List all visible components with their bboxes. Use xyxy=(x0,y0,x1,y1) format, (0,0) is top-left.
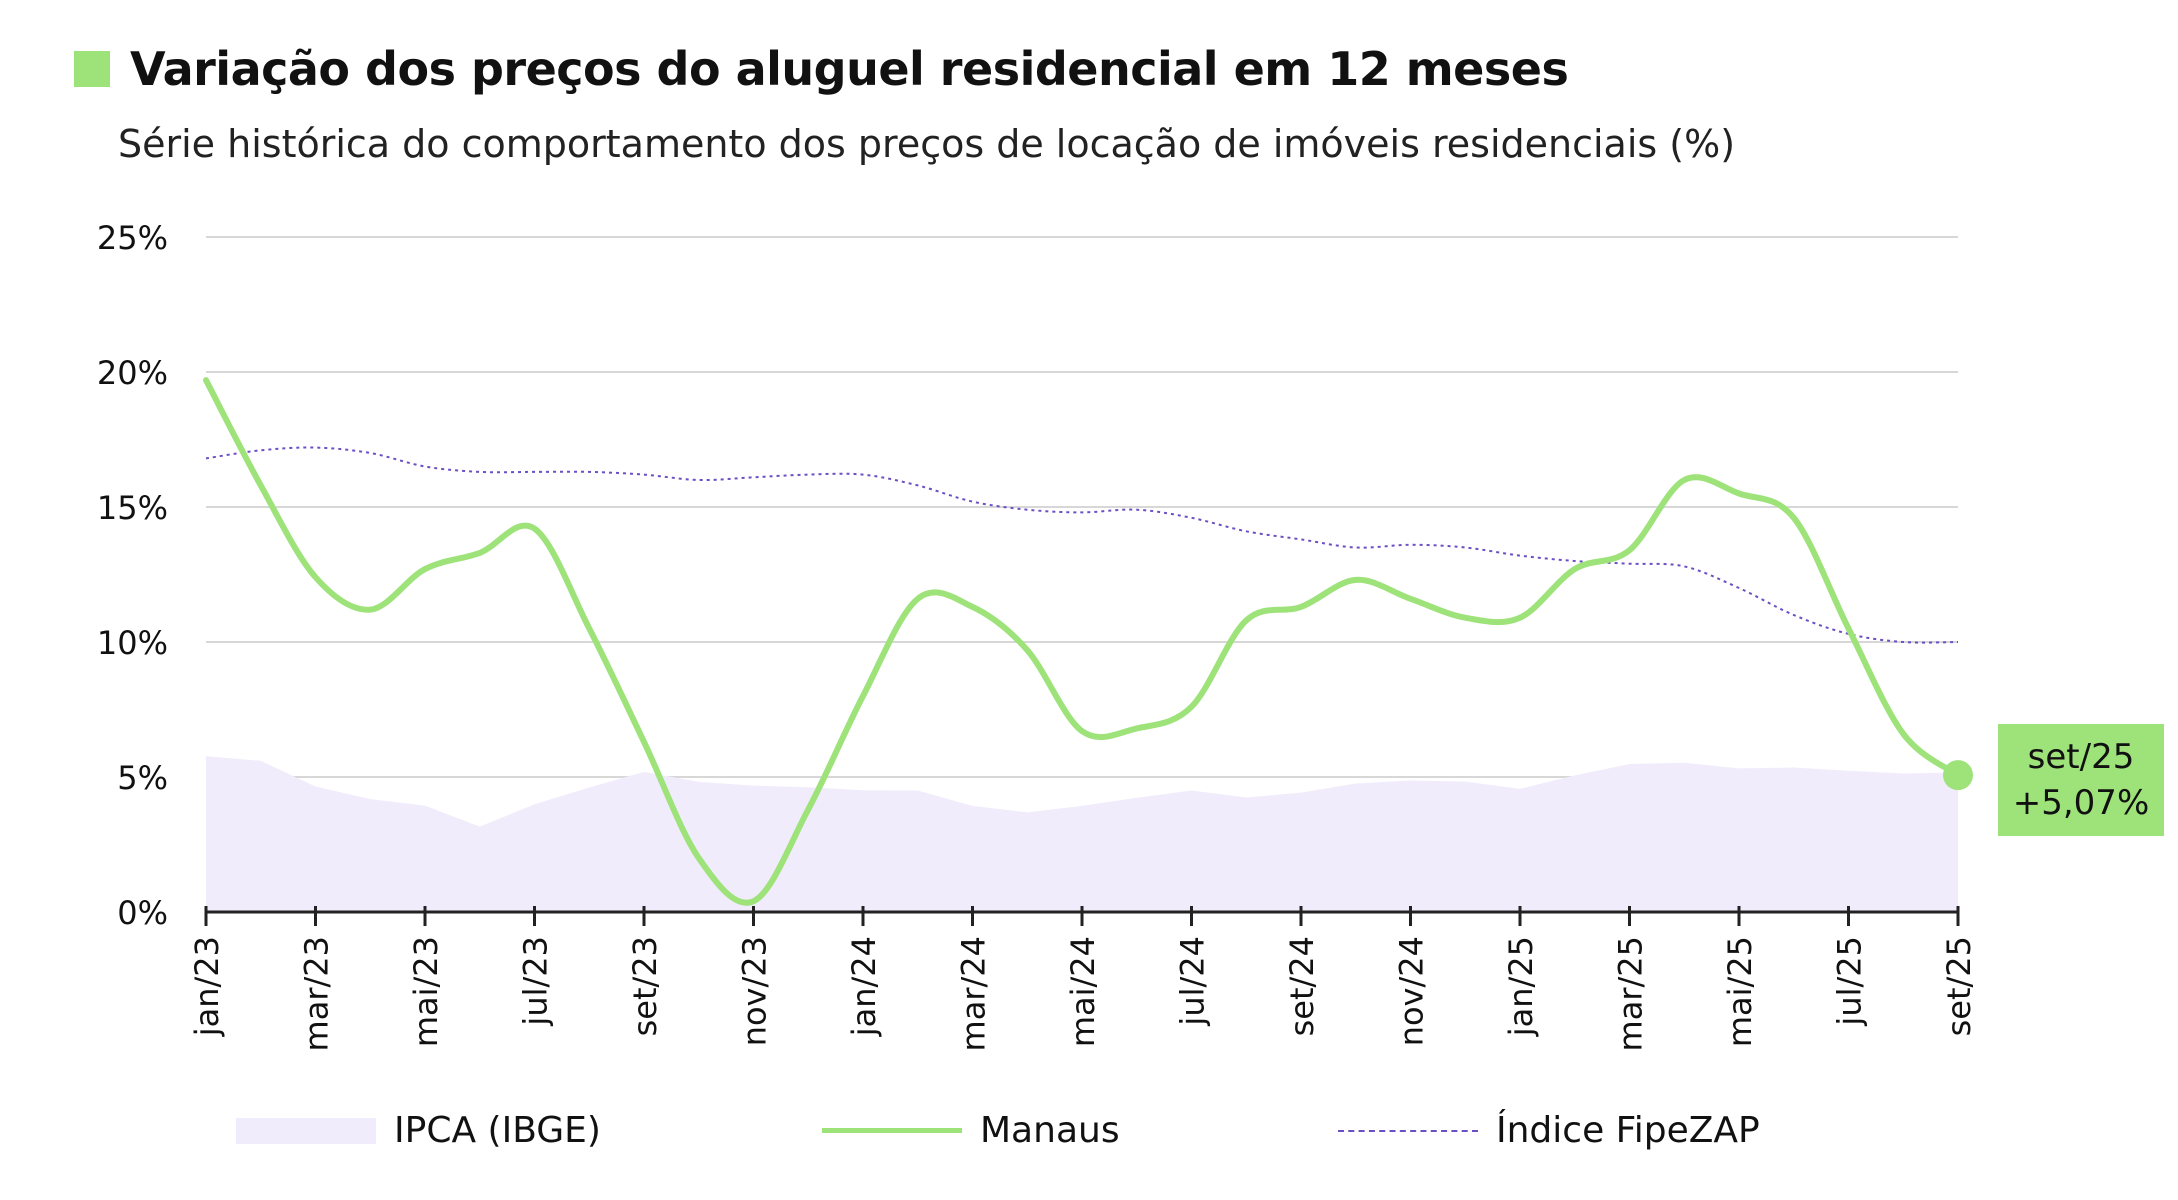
legend-label-manaus: Manaus xyxy=(980,1110,1120,1151)
legend-label-ipca: IPCA (IBGE) xyxy=(394,1110,601,1151)
x-tick-label: mar/23 xyxy=(298,936,336,1051)
chart-subtitle: Série histórica do comportamento dos pre… xyxy=(118,122,1736,166)
x-tick-label: mai/24 xyxy=(1064,936,1102,1047)
x-tick-label: mai/25 xyxy=(1721,936,1759,1047)
callout-label: set/25 xyxy=(2027,737,2135,777)
legend-swatch-manaus xyxy=(822,1128,962,1133)
x-tick-label: mar/24 xyxy=(955,936,993,1051)
y-tick-label: 20% xyxy=(97,354,168,392)
legend: IPCA (IBGE) Manaus Índice FipeZAP xyxy=(0,1110,2178,1170)
x-tick-label: mai/23 xyxy=(407,936,445,1047)
x-tick-label: jul/25 xyxy=(1831,936,1869,1027)
title-row: Variação dos preços do aluguel residenci… xyxy=(74,42,1569,96)
y-tick-label: 15% xyxy=(97,489,168,527)
chart-title: Variação dos preços do aluguel residenci… xyxy=(130,42,1569,96)
x-tick-label: nov/23 xyxy=(736,936,774,1046)
y-tick-label: 25% xyxy=(97,219,168,257)
legend-item-manaus: Manaus xyxy=(822,1110,1120,1151)
y-tick-label: 0% xyxy=(117,894,168,932)
ipca-area xyxy=(206,756,1958,912)
legend-item-fipezap: Índice FipeZAP xyxy=(1338,1110,1760,1151)
x-tick-label: mar/25 xyxy=(1612,936,1650,1051)
fipezap-line xyxy=(205,446,1959,644)
x-tick-label: jul/23 xyxy=(517,936,555,1027)
x-tick-label: set/25 xyxy=(1940,936,1978,1036)
x-tick-label: nov/24 xyxy=(1393,936,1431,1046)
x-tick-label: jul/24 xyxy=(1174,936,1212,1027)
x-tick-label: jan/23 xyxy=(188,936,226,1037)
manaus-line xyxy=(203,377,1961,906)
highlight-point xyxy=(1943,760,1973,791)
x-tick-label: jan/25 xyxy=(1502,936,1540,1037)
legend-swatch-fipezap xyxy=(1338,1129,1478,1132)
x-tick-label: set/23 xyxy=(626,936,664,1036)
x-tick-label: jan/24 xyxy=(845,936,883,1037)
highlight-callout: set/25 +5,07% xyxy=(1998,724,2164,836)
legend-item-ipca: IPCA (IBGE) xyxy=(236,1110,601,1151)
y-tick-label: 5% xyxy=(117,759,168,797)
legend-label-fipezap: Índice FipeZAP xyxy=(1496,1110,1760,1151)
title-square-icon xyxy=(74,51,110,87)
chart-header: Variação dos preços do aluguel residenci… xyxy=(74,42,1569,96)
legend-swatch-ipca xyxy=(236,1117,376,1144)
y-tick-label: 10% xyxy=(97,624,168,662)
x-tick-label: set/24 xyxy=(1283,936,1321,1036)
callout-value: +5,07% xyxy=(2012,783,2150,823)
